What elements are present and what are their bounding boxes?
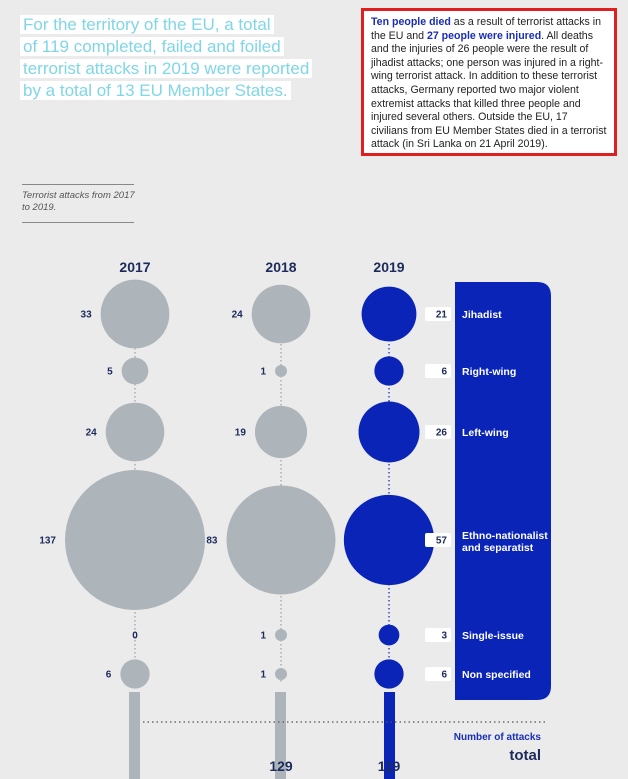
value-badge (425, 667, 451, 681)
category-label: Right-wing (462, 366, 516, 378)
intro-text: For the territory of the EU, a total of … (20, 14, 320, 102)
bubble (120, 659, 150, 689)
bubble (378, 624, 400, 646)
value-label: 24 (232, 310, 244, 321)
bubble (275, 668, 287, 680)
bubble (374, 659, 404, 689)
category-label: and separatist (462, 542, 534, 554)
category-label: Non specified (462, 669, 531, 681)
value-badge (425, 628, 451, 642)
bubble (358, 401, 420, 463)
total-value: 129 (269, 758, 293, 774)
total-value: 119 (378, 758, 401, 774)
value-label: 6 (441, 367, 447, 378)
legend-label: Number of attacks (454, 732, 542, 743)
casualties-callout: Ten people died as a result of terrorist… (361, 8, 617, 156)
category-panel (455, 282, 551, 700)
caption-rule-top (22, 184, 134, 185)
value-label: 6 (441, 670, 447, 681)
year-label: 2017 (119, 259, 150, 275)
value-label: 57 (436, 536, 448, 547)
value-label: 6 (106, 670, 112, 681)
value-label: 19 (235, 428, 247, 439)
bubble (374, 356, 404, 386)
value-label: 1 (260, 670, 266, 681)
year-label: 2018 (265, 259, 296, 275)
bubble (105, 402, 165, 462)
value-label: 33 (81, 310, 93, 321)
legend-label: total (509, 747, 541, 764)
bubble (275, 365, 287, 377)
callout-text: . All deaths and the injuries of 26 peop… (371, 29, 607, 151)
bubble (275, 629, 287, 641)
value-badge (425, 364, 451, 378)
value-badge (425, 425, 451, 439)
value-label: 21 (436, 310, 448, 321)
value-label: 26 (436, 428, 448, 439)
total-bar (129, 692, 140, 779)
callout-highlight-injured: 27 people were injured (426, 29, 542, 42)
callout-text: as a result of terrorist attacks in the … (371, 16, 601, 42)
bubble (343, 494, 435, 586)
bubble (121, 357, 149, 385)
bubble (100, 279, 170, 349)
value-label: 1 (260, 631, 266, 642)
bubble (251, 284, 311, 344)
chart-caption: Terrorist attacks from 2017 to 2019. (22, 190, 135, 213)
year-label: 2019 (373, 259, 404, 275)
intro-line: of 119 completed, failed and foiled (20, 37, 284, 56)
bubble (226, 485, 336, 595)
intro-line: terrorist attacks in 2019 were reported (20, 59, 313, 78)
value-label: 83 (206, 536, 218, 547)
bubble (361, 286, 417, 342)
value-label: 1 (260, 367, 266, 378)
category-label: Single-issue (462, 630, 524, 642)
value-label: 137 (39, 536, 56, 547)
intro-line: For the territory of the EU, a total (20, 15, 274, 34)
category-label: Ethno-nationalist (462, 530, 548, 542)
value-label: 5 (107, 367, 113, 378)
bubble (65, 470, 205, 610)
value-label: 24 (86, 428, 98, 439)
value-badge (425, 307, 451, 321)
total-bar (275, 692, 286, 779)
caption-rule-bottom (22, 222, 134, 223)
value-label: 0 (132, 631, 138, 642)
callout-highlight-deaths: Ten people died (371, 16, 451, 28)
value-badge (425, 533, 451, 547)
category-label: Left-wing (462, 427, 509, 439)
total-bar (384, 692, 395, 779)
category-label: Jihadist (462, 309, 502, 321)
bubble (254, 405, 308, 459)
value-label: 3 (441, 631, 447, 642)
intro-line: by a total of 13 EU Member States. (20, 81, 291, 100)
